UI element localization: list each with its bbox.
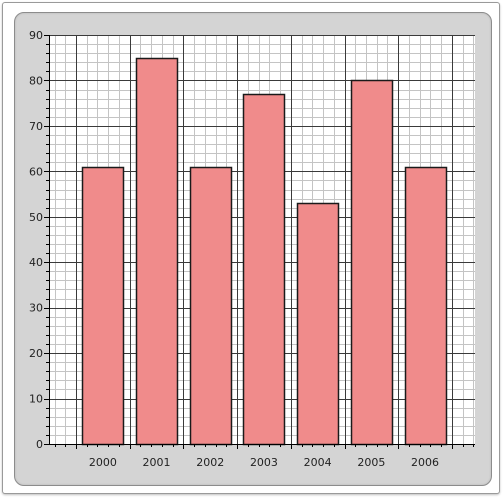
x-axis-tick-labels: 2000 2001 2002 2003 2004 2005 2006 [89,456,439,469]
x-tick-label: 2003 [250,456,278,469]
y-tick-label: 70 [29,120,43,133]
axes [44,35,475,449]
bar-2003 [242,93,286,446]
x-tick-label: 2006 [411,456,439,469]
y-tick-label: 30 [29,302,43,315]
bar-2005 [350,79,394,446]
y-tick-label: 10 [29,393,43,406]
bar-2002 [189,166,233,446]
bar-2000 [81,166,125,446]
y-tick-label: 60 [29,165,43,178]
y-tick-label: 90 [29,29,43,42]
bar-2001 [135,57,179,446]
y-tick-label: 80 [29,74,43,87]
x-tick-label: 2002 [196,456,224,469]
bar-2004 [296,202,340,446]
bar-2006 [404,166,448,446]
x-tick-label: 2000 [89,456,117,469]
y-axis-tick-labels: 0 10 20 30 40 50 60 70 80 90 [29,29,43,451]
y-tick-label: 0 [36,438,43,451]
x-tick-label: 2001 [143,456,171,469]
y-tick-label: 50 [29,211,43,224]
y-tick-label: 20 [29,347,43,360]
y-tick-label: 40 [29,256,43,269]
x-tick-label: 2005 [357,456,385,469]
bar-series [81,57,448,446]
x-tick-label: 2004 [304,456,332,469]
